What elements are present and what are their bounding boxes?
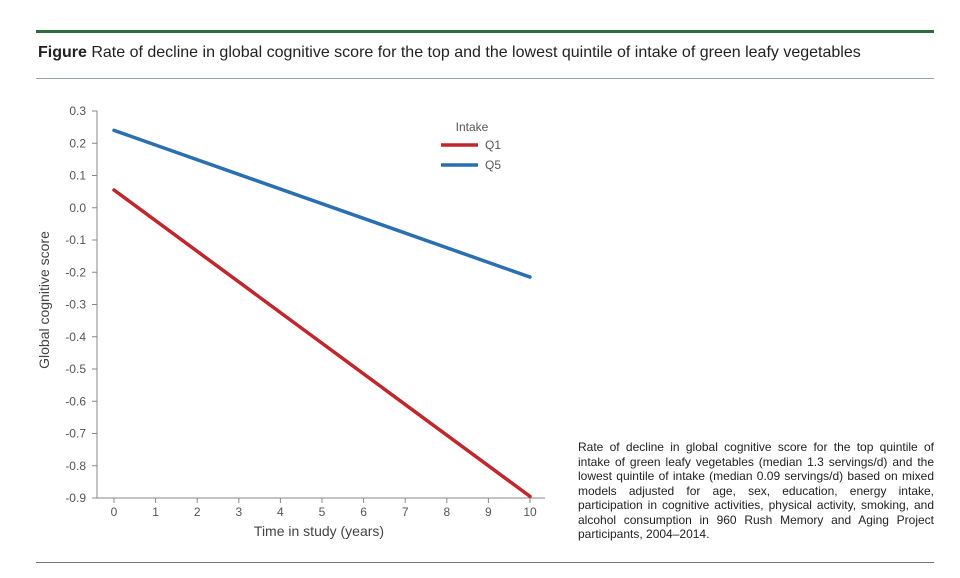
y-tick-label: -0.3 <box>65 298 86 312</box>
x-tick-label: 2 <box>194 505 201 519</box>
figure-caption: Rate of decline in global cognitive scor… <box>578 440 934 541</box>
title-divider <box>36 78 934 79</box>
legend-label-q5: Q5 <box>485 158 501 172</box>
x-axis-ticks: 0 1 2 3 4 5 6 7 8 9 10 <box>111 498 537 519</box>
x-tick-label: 7 <box>402 505 409 519</box>
y-axis-label: Global cognitive score <box>36 231 52 369</box>
y-tick-label: -0.7 <box>65 427 86 441</box>
figure-title-text: Rate of decline in global cognitive scor… <box>91 44 861 61</box>
y-tick-label: -0.9 <box>65 491 86 505</box>
chart-legend: Intake Q1 Q5 <box>441 120 501 172</box>
legend-label-q1: Q1 <box>485 138 501 152</box>
x-tick-label: 5 <box>319 505 326 519</box>
y-axis-ticks: 0.3 0.2 0.1 0.0 -0.1 -0.2 -0.3 -0.4 -0.5 -0.6 -0.7… <box>65 104 97 505</box>
y-tick-label: -0.4 <box>65 330 86 344</box>
series-line-q1 <box>112 188 532 499</box>
x-axis-label: Time in study (years) <box>254 523 384 539</box>
x-tick-label: 9 <box>485 505 492 519</box>
y-tick-label: 0.2 <box>69 136 86 150</box>
series-line-q5 <box>112 128 532 279</box>
y-tick-label: -0.5 <box>65 362 86 376</box>
y-tick-label: 0.3 <box>69 104 86 118</box>
y-tick-label: 0.1 <box>69 169 86 183</box>
figure-bottom-rule <box>36 562 934 563</box>
chart-axes <box>96 111 545 499</box>
y-tick-label: -0.6 <box>65 394 86 408</box>
y-tick-label: 0.0 <box>69 201 86 215</box>
x-tick-label: 1 <box>152 505 159 519</box>
legend-title: Intake <box>456 120 489 134</box>
figure-title: Figure Rate of decline in global cogniti… <box>38 44 861 62</box>
x-tick-label: 6 <box>360 505 367 519</box>
figure-top-rule <box>36 30 934 33</box>
y-tick-label: -0.2 <box>65 265 86 279</box>
y-tick-label: -0.1 <box>65 233 86 247</box>
x-tick-label: 4 <box>277 505 284 519</box>
y-tick-label: -0.8 <box>65 459 86 473</box>
x-tick-label: 8 <box>443 505 450 519</box>
chart-series <box>112 128 532 499</box>
x-tick-label: 0 <box>111 505 118 519</box>
x-tick-label: 3 <box>235 505 242 519</box>
x-tick-label: 10 <box>523 505 537 519</box>
figure-label: Figure <box>38 44 87 61</box>
